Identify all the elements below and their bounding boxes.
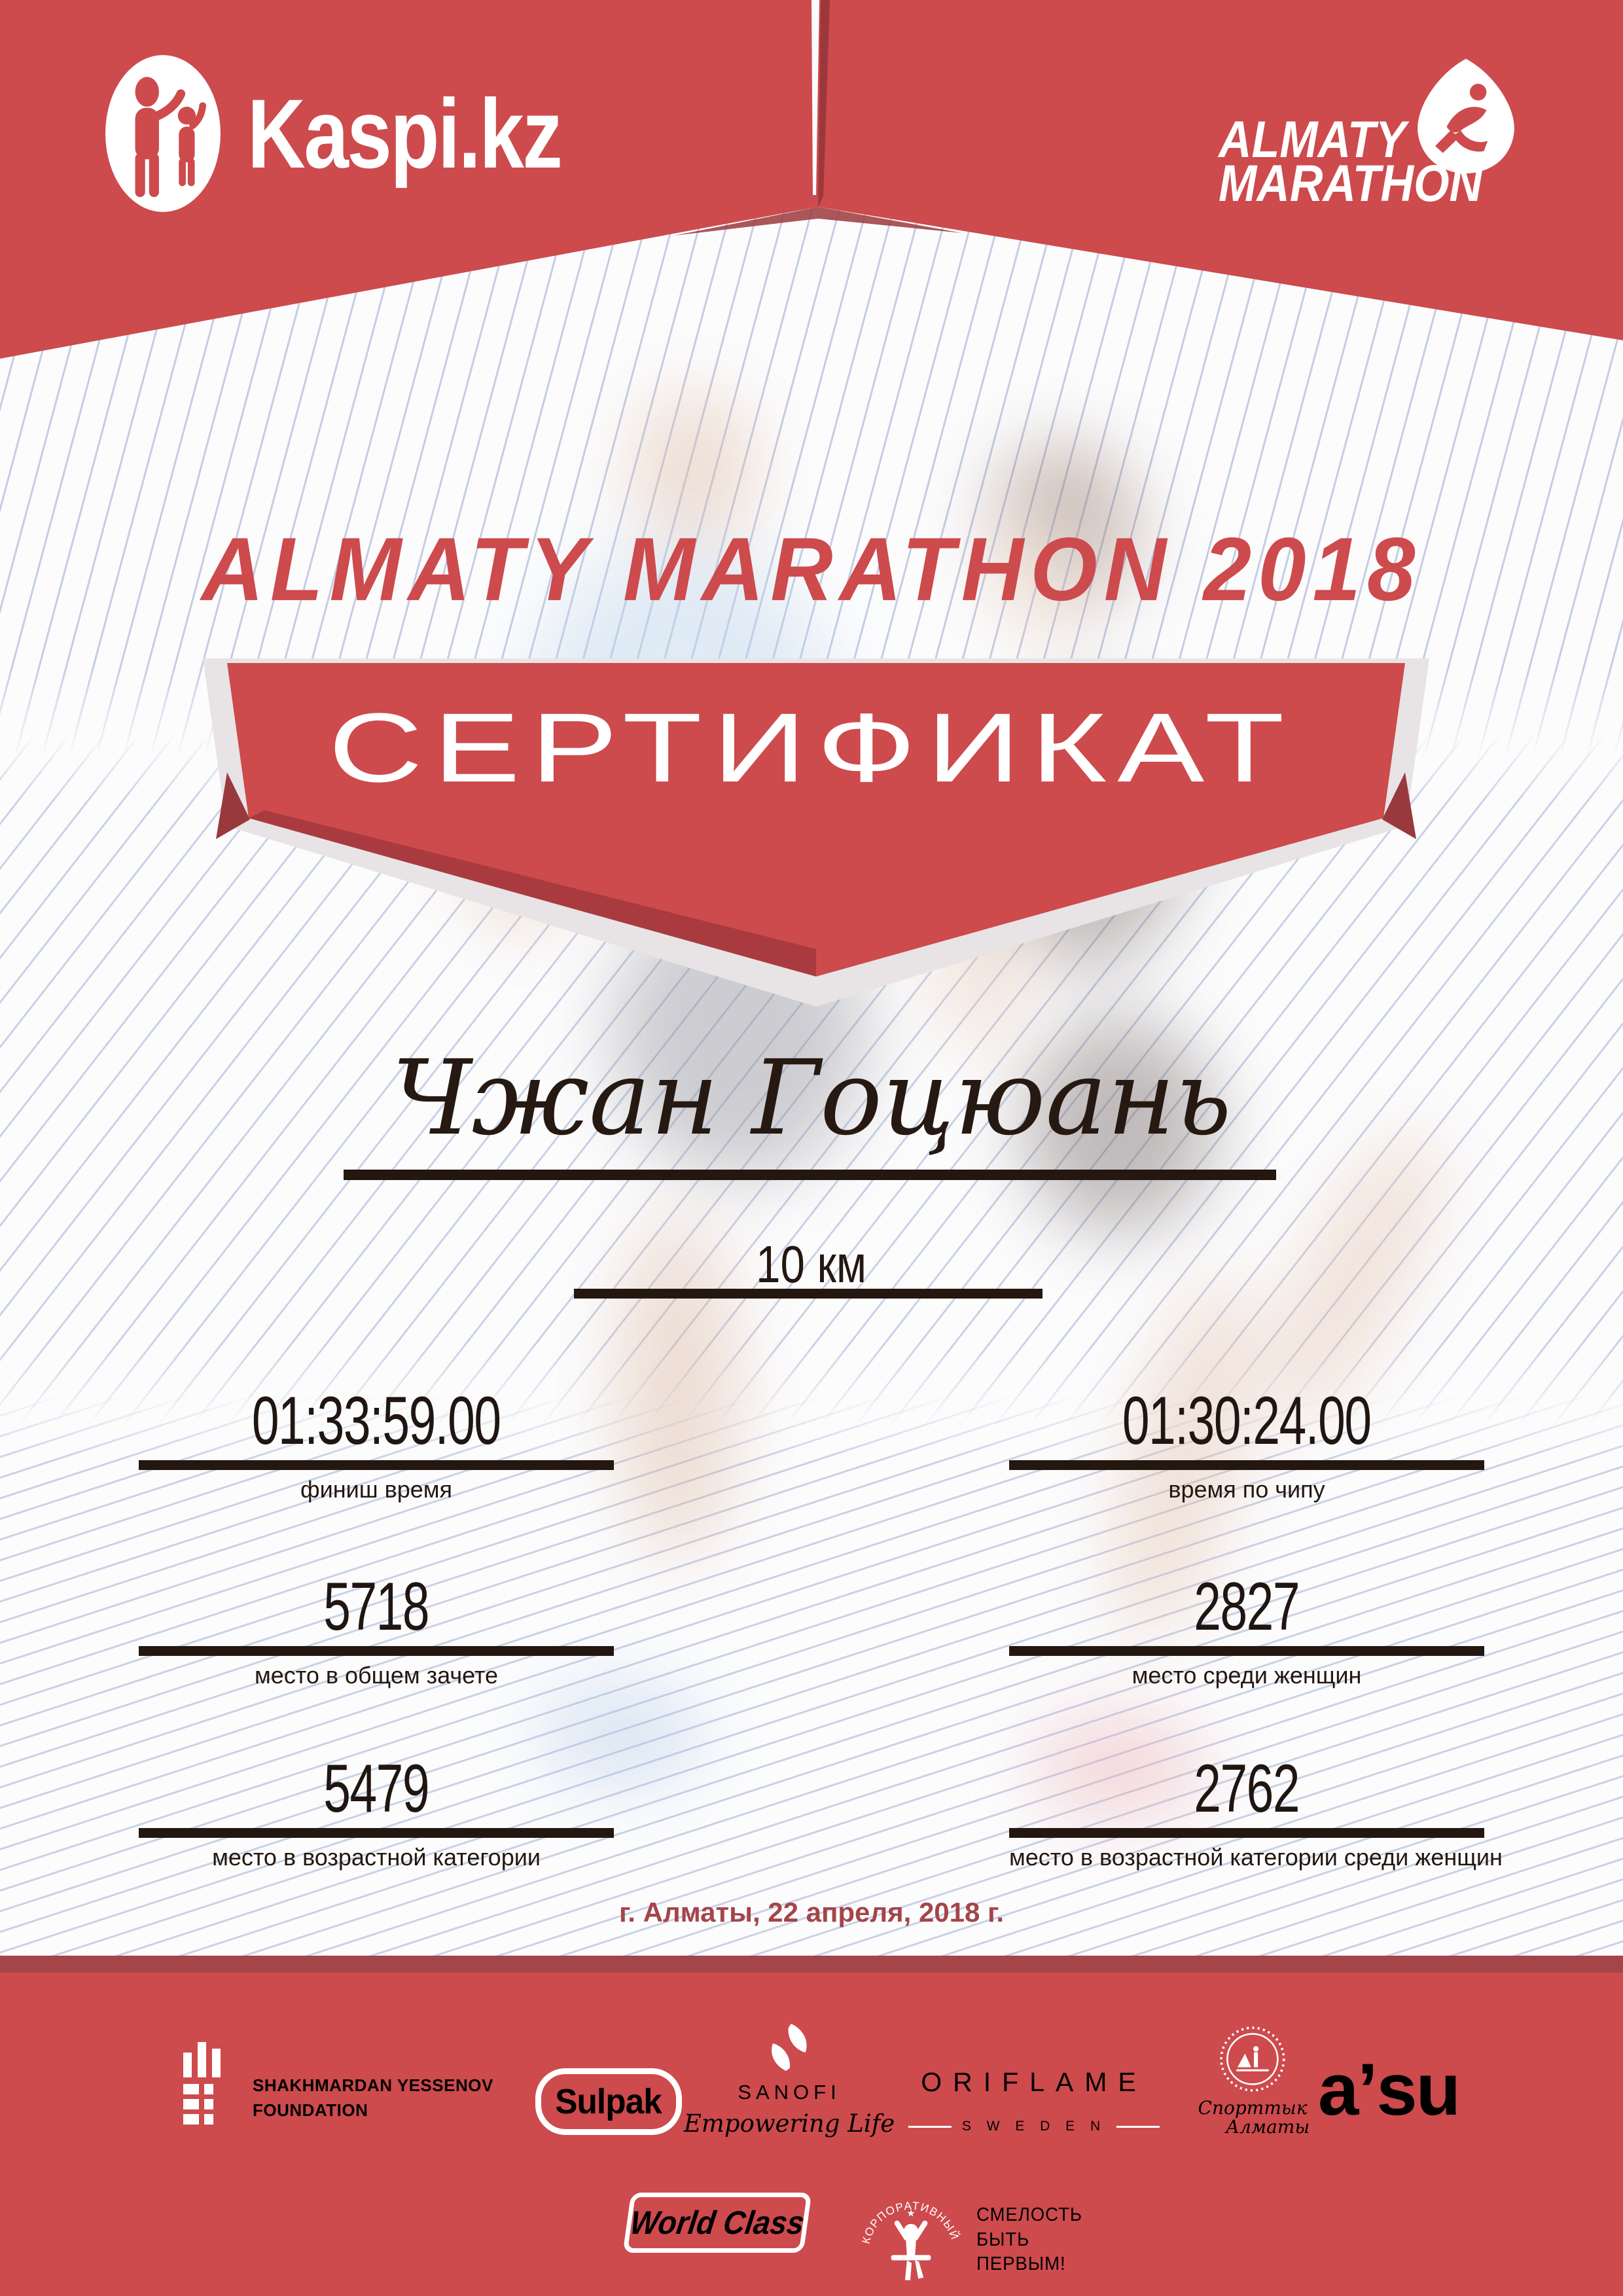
stat-underline [139,1828,614,1838]
sponsor-oriflame: ORIFLAME S W E D E N [908,2067,1160,2134]
sponsor-sport-almaty: Спорттык Алматы [1196,2025,1310,2136]
almaty-marathon-icon [1418,58,1514,174]
oriflame-logo-text: ORIFLAME [921,2067,1147,2097]
yessenov-line2: FOUNDATION [253,2100,368,2120]
stat-underline [1009,1828,1484,1838]
almaty-marathon-logo-line1: ALMATY [1219,111,1406,168]
stat-underline [1009,1460,1484,1470]
corporate-fund-icon: КОРПОРАТИВНЫЙ ФОНД ★ [855,2177,962,2280]
header-apex-shadow-left [674,207,818,236]
sponsor-sanofi: SANOFI Empowering Life [684,2024,895,2138]
kaspi-logo-text: Kaspi.kz [247,78,563,188]
sanofi-logo-text: SANOFI [738,2081,841,2104]
sponsor-yessenov-foundation: SHAKHMARDAN YESSENOV FOUNDATION [183,2042,493,2125]
header-banner [0,0,1623,359]
corporate-fund-star: ★ [906,2208,916,2219]
header-seam-shadow [818,0,830,207]
almaty-marathon-logo: ALMATY MARATHON [1219,111,1482,209]
asu-logo-text: aʼsu [1317,2049,1461,2130]
certificate-heading: СЕРТИФИКАТ [328,692,1295,802]
sulpak-logo-text: Sulpak [555,2082,662,2121]
corporate-fund-text: СМЕЛОСТЬ БЫТЬ ПЕРВЫМ! [976,2177,1082,2289]
event-title: ALMATY MARATHON 2018 [201,519,1422,619]
stat-value: 2827 [1194,1569,1300,1645]
sponsor-corporate-fund: КОРПОРАТИВНЫЙ ФОНД ★ СМЕЛОСТЬ БЫТЬ ПЕРВЫ… [855,2177,1088,2289]
sanofi-bird-icon [772,2024,807,2071]
fund-line1: СМЕЛОСТЬ [976,2204,1082,2225]
header-apex-shadow-right [818,207,962,233]
oriflame-rule-left [908,2125,952,2128]
stat-label: место в возрастной категории среди женщи… [1009,1844,1503,1871]
stat-women-place: 2827 место среди женщин [1009,1568,1484,1689]
sponsor-sulpak: Sulpak [535,2068,682,2135]
stat-value: 01:30:24.00 [1122,1383,1372,1459]
stat-label: время по чипу [1168,1476,1325,1503]
stat-value: 2762 [1194,1751,1300,1827]
background-pattern-bottom [0,1394,1623,1957]
ribbon-banner [227,663,1405,977]
ribbon-fold-left [216,772,250,839]
stat-chip-time: 01:30:24.00 время по чипу [1009,1382,1484,1503]
sanofi-tagline: Empowering Life [683,2109,895,2138]
oriflame-rule-right [1116,2125,1160,2128]
yessenov-foundation-text: SHAKHMARDAN YESSENOV FOUNDATION [253,2042,493,2125]
stat-value: 01:33:59.00 [252,1383,501,1459]
sponsor-world-class: World Class [622,2193,812,2253]
sponsor-asu: aʼsu [1317,2047,1461,2132]
sport-almaty-text: Спорттык Алматы [1196,2097,1310,2138]
stat-label: финиш время [300,1476,452,1503]
stat-label: место в возрастной категории [212,1844,541,1871]
sport-almaty-line1: Спорттык [1198,2097,1308,2119]
kaspi-logo: Kaspi.kz [103,52,630,215]
stat-overall-place: 5718 место в общем зачете [139,1568,614,1689]
sport-almaty-line2: Алматы [1225,2115,1310,2138]
stat-finish-time: 01:33:59.00 финиш время [139,1382,614,1503]
yessenov-foundation-icon [183,2042,221,2125]
yessenov-line1: SHAKHMARDAN YESSENOV [253,2075,493,2095]
stat-underline [139,1646,614,1656]
sport-almaty-emblem-icon [1220,2026,1285,2092]
stat-age-category-place: 5479 место в возрастной категории [139,1750,614,1871]
stat-underline [1009,1646,1484,1656]
kaspi-icon [105,55,221,212]
ribbon-taper-shadow [249,810,816,977]
footer [0,1973,1623,2296]
stat-underline [139,1460,614,1470]
stat-value: 5479 [323,1751,430,1827]
distance-value: 10 км [756,1235,867,1293]
recipient-name: Чжан Гоцюань [391,1038,1232,1158]
ribbon-fold-right [1382,772,1416,839]
event-date: г. Алматы, 22 апреля, 2018 г. [619,1897,1004,1928]
stat-women-age-category-place: 2762 место в возрастной категории среди … [1009,1750,1503,1871]
stat-label: место в общем зачете [254,1662,499,1689]
stat-value: 5718 [323,1569,430,1645]
name-underline [344,1170,1276,1180]
almaty-marathon-logo-line2: MARATHON [1219,154,1483,212]
stat-label: место среди женщин [1132,1662,1362,1689]
fund-line2: БЫТЬ [976,2229,1030,2250]
fund-line3: ПЕРВЫМ! [976,2253,1066,2275]
world-class-logo-text: World Class [628,2204,807,2241]
header-seam-slit [812,0,819,195]
footer-accent-strip [0,1956,1623,1973]
distance-underline [574,1289,1043,1299]
oriflame-sweden-text: S W E D E N [961,2119,1107,2134]
